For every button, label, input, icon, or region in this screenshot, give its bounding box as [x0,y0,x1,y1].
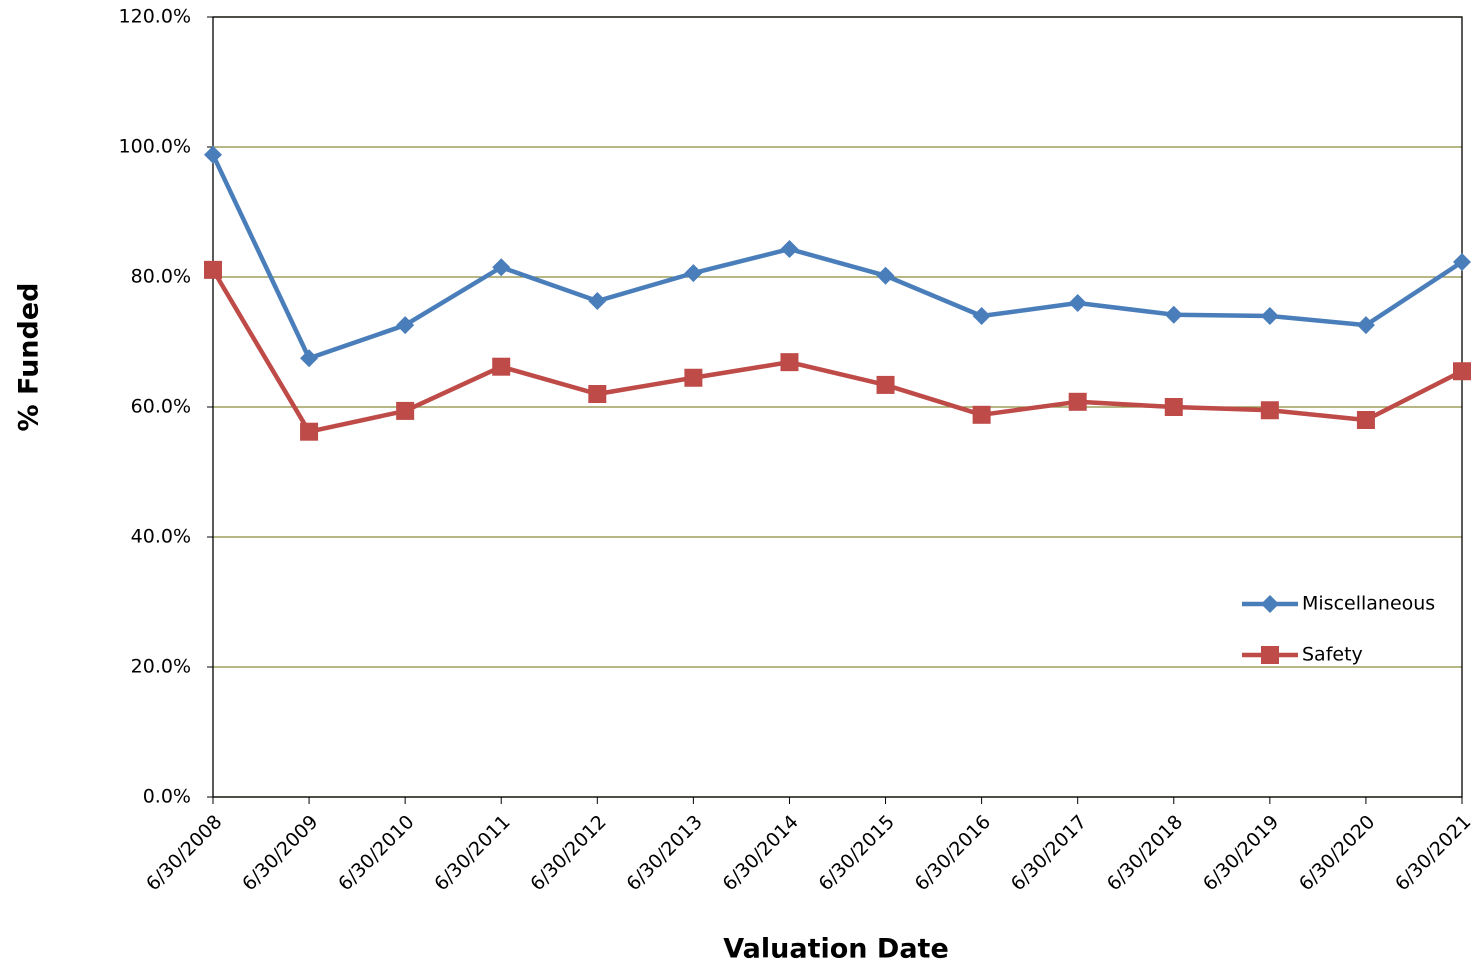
data-point [300,422,319,441]
data-point [396,316,415,335]
series-line [210,153,1464,361]
x-tick-label: 6/30/2021 [1391,811,1472,895]
data-point [876,375,895,394]
data-point [876,266,895,285]
legend-label: Safety [1302,644,1363,666]
x-tick-label: 6/30/2019 [1199,811,1283,895]
y-tick-label: 40.0% [131,526,191,548]
data-point [1260,401,1279,420]
data-point [492,357,511,376]
y-tick-label: 100.0% [119,136,191,158]
data-point [1068,294,1087,312]
y-tick-label: 120.0% [119,6,191,28]
y-tick-label: 0.0% [143,786,191,808]
data-point [1356,411,1375,429]
legend-marker [1261,646,1279,664]
x-tick-label: 6/30/2012 [526,811,610,895]
data-point [300,349,319,368]
x-tick-label: 6/30/2010 [334,811,418,895]
x-tick-label: 6/30/2020 [1295,811,1379,895]
x-tick-label: 6/30/2017 [1007,811,1091,895]
data-point [1164,305,1183,324]
data-point [1453,362,1471,381]
series-line [211,268,1464,434]
data-point [684,368,703,387]
data-point [972,405,991,424]
data-point [780,353,799,372]
data-point [492,258,511,277]
y-tick-label: 80.0% [131,266,191,288]
x-tick-label: 6/30/2013 [622,811,706,895]
x-tick-label: 6/30/2011 [430,811,514,895]
data-point [204,145,222,164]
x-tick-label: 6/30/2008 [142,811,226,895]
data-point [588,385,607,403]
data-point [588,292,607,311]
data-point [684,264,703,283]
x-tick-label: 6/30/2018 [1103,811,1187,895]
legend-label: Miscellaneous [1302,593,1435,615]
data-point [204,260,222,279]
x-tick-label: 6/30/2014 [718,811,802,895]
y-tick-label: 20.0% [131,656,191,678]
data-point [1356,316,1375,335]
data-point [780,240,799,259]
data-point [972,307,991,325]
y-axis-title: % Funded [14,283,45,432]
data-point [1453,253,1471,272]
x-axis-title: Valuation Date [723,934,949,965]
legend-marker [1261,595,1279,613]
y-tick-label: 60.0% [131,396,191,418]
plot-frame [212,16,1463,798]
x-tick-label: 6/30/2015 [815,811,899,895]
data-point [1260,307,1279,325]
data-point [396,401,415,420]
data-point [1068,392,1087,411]
x-tick-label: 6/30/2016 [911,811,995,895]
x-tick-label: 6/30/2009 [238,811,322,895]
data-point [1164,398,1183,416]
